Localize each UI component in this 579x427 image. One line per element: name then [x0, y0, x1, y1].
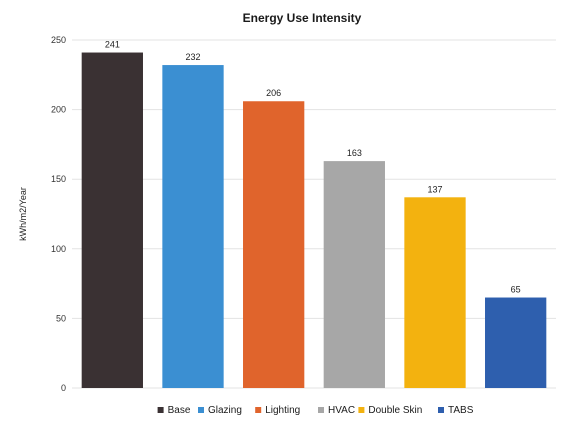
- data-label-hvac: 163: [347, 148, 362, 158]
- data-label-double-skin: 137: [427, 184, 442, 194]
- legend-swatch-base: [157, 407, 164, 413]
- bar-glazing: [162, 65, 224, 388]
- gridlines: [72, 39, 556, 389]
- legend-swatch-lighting: [255, 407, 262, 413]
- legend-label-tabs: TABS: [448, 405, 474, 416]
- legend-swatch-hvac: [318, 407, 324, 413]
- y-tick-label-150: 150: [51, 174, 66, 184]
- bar-base: [81, 52, 143, 388]
- y-tick-label-100: 100: [51, 244, 66, 254]
- bar-lighting: [243, 101, 305, 389]
- bar-double-skin: [404, 197, 466, 388]
- y-tick-label-200: 200: [51, 105, 66, 115]
- y-axis-ticks: 0 50 100 150 200 250: [51, 35, 66, 393]
- y-axis-label: kWh/m2/Year: [18, 187, 28, 241]
- y-tick-label-50: 50: [56, 313, 66, 323]
- data-labels: 241 232 206 163 137 65: [105, 40, 521, 295]
- data-label-glazing: 232: [185, 52, 200, 62]
- legend-label-glazing: Glazing: [208, 405, 242, 416]
- legend-label-hvac: HVAC: [328, 405, 355, 416]
- bar-hvac: [323, 161, 385, 388]
- legend-swatch-glazing: [198, 407, 204, 413]
- legend: Base Glazing Lighting HVAC Double Skin TABS: [157, 405, 474, 416]
- legend-label-base: Base: [168, 405, 191, 416]
- chart-title: Energy Use Intensity: [243, 11, 362, 25]
- data-label-base: 241: [105, 40, 120, 50]
- legend-swatch-double-skin: [358, 407, 365, 413]
- bar-tabs: [485, 297, 547, 388]
- data-label-tabs: 65: [511, 285, 521, 295]
- legend-label-lighting: Lighting: [265, 405, 300, 416]
- y-tick-label-250: 250: [51, 35, 66, 45]
- legend-label-double-skin: Double Skin: [368, 405, 422, 416]
- y-tick-label-0: 0: [61, 383, 66, 393]
- data-label-lighting: 206: [266, 88, 281, 98]
- bars: [81, 52, 547, 389]
- legend-swatch-tabs: [438, 407, 444, 413]
